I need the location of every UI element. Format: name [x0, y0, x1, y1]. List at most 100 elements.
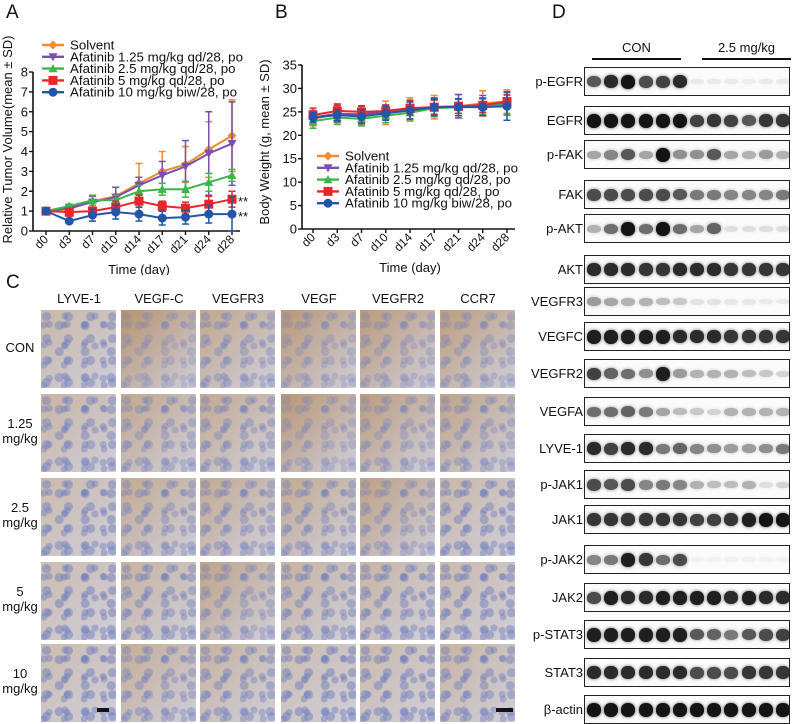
- blot-band: [775, 557, 789, 562]
- ihc-tile-vegf-c-3: [121, 562, 196, 640]
- blot-strip-fak: [584, 180, 790, 209]
- blot-row-label: p-FAK: [546, 147, 583, 162]
- blot-band: [672, 702, 687, 717]
- blot-band: [638, 263, 653, 276]
- ihc-tile-vegf-0: [281, 310, 356, 388]
- svg-text:Afatinib 10 mg/kg biw/28, po: Afatinib 10 mg/kg biw/28, po: [70, 85, 237, 100]
- blot-band: [690, 666, 705, 679]
- panel-label-a: A: [6, 2, 19, 23]
- ihc-column-label: VEGF-C: [134, 291, 184, 306]
- blot-band: [741, 407, 756, 416]
- blot-band: [604, 590, 619, 605]
- blot-band: [587, 150, 602, 159]
- blot-strip-lyve-1: [584, 434, 790, 463]
- blot-band: [638, 591, 653, 604]
- blot-band: [672, 223, 687, 234]
- blot-band: [587, 591, 602, 604]
- blot-band: [775, 150, 789, 159]
- svg-text:Time (day): Time (day): [108, 262, 170, 275]
- blot-group-line: [592, 58, 681, 60]
- blot-band: [741, 480, 756, 489]
- blot-band: [672, 298, 687, 305]
- blot-band: [724, 513, 739, 526]
- blot-band: [655, 443, 670, 454]
- blot-band: [707, 666, 722, 679]
- svg-text:Afatinib 5 mg/kg qd/28, po: Afatinib 5 mg/kg qd/28, po: [345, 184, 500, 199]
- ihc-tile-ccr7-3: [440, 562, 515, 640]
- ihc-tile-lyve-1-4: [41, 644, 116, 722]
- panel-label-b: B: [275, 2, 288, 23]
- blot-band: [724, 407, 739, 416]
- blot-band: [604, 666, 619, 679]
- blot-band: [672, 75, 687, 88]
- blot-band: [690, 298, 705, 305]
- blot-band: [621, 478, 636, 491]
- blot-band: [638, 442, 653, 455]
- svg-text:2: 2: [21, 184, 28, 199]
- blot-band: [741, 225, 756, 232]
- blot-band: [655, 75, 670, 88]
- blot-band: [741, 666, 756, 679]
- blot-band: [621, 591, 636, 604]
- blot-band: [724, 702, 739, 717]
- blot-band: [690, 702, 705, 717]
- blot-band: [638, 553, 653, 566]
- blot-band: [672, 330, 687, 343]
- blot-band: [724, 369, 739, 378]
- blot-band: [724, 330, 739, 343]
- blot-row-label: VEGFA: [539, 404, 583, 419]
- ihc-tile-vegfr3-0: [200, 310, 275, 388]
- svg-text:6: 6: [21, 104, 28, 119]
- blot-band: [707, 298, 722, 305]
- blot-band: [758, 702, 773, 717]
- blot-band: [775, 114, 789, 127]
- blot-band: [690, 408, 705, 415]
- ihc-column-label: VEGFR2: [371, 291, 424, 306]
- blot-row-label: FAK: [558, 187, 583, 202]
- svg-text:**: **: [238, 194, 248, 209]
- blot-strip-p-stat3: [584, 620, 790, 649]
- blot-band: [758, 263, 773, 276]
- blot-band: [758, 557, 773, 562]
- blot-row-label: VEGFC: [538, 329, 583, 344]
- blot-row-label: VEGFR3: [530, 294, 583, 309]
- panel-label-d: D: [552, 2, 566, 23]
- ihc-column-label: VEGF: [301, 291, 337, 306]
- blot-row-label: JAK1: [551, 512, 583, 527]
- blot-band: [587, 513, 602, 526]
- blot-row-label: LYVE-1: [539, 441, 583, 456]
- blot-band: [690, 629, 705, 640]
- blot-band: [724, 557, 739, 562]
- blot-band: [707, 149, 722, 160]
- blot-band: [604, 406, 619, 417]
- ihc-tile-vegfr2-4: [360, 644, 435, 722]
- ihc-tile-vegfr2-3: [360, 562, 435, 640]
- ihc-tile-lyve-1-0: [41, 310, 116, 388]
- blot-band: [655, 188, 670, 201]
- blot-strip-akt: [584, 255, 790, 284]
- blot-band: [604, 513, 619, 526]
- svg-text:Time (day): Time (day): [379, 260, 441, 275]
- scale-bar: [97, 708, 109, 712]
- blot-band: [604, 297, 619, 306]
- blot-band: [775, 189, 789, 200]
- ihc-tile-vegf-c-1: [121, 394, 196, 472]
- blot-band: [655, 479, 670, 490]
- blot-band: [758, 114, 773, 127]
- blot-strip-p-akt: [584, 214, 790, 243]
- blot-band: [621, 74, 636, 89]
- svg-text:10: 10: [283, 175, 297, 190]
- blot-band: [741, 557, 756, 562]
- blot-band: [587, 76, 602, 87]
- ihc-row-label: 10 mg/kg: [2, 666, 38, 696]
- svg-text:Afatinib 5 mg/kg qd/28, po: Afatinib 5 mg/kg qd/28, po: [70, 73, 225, 88]
- blot-band: [724, 666, 739, 679]
- blot-band: [621, 149, 636, 160]
- blot-band: [655, 513, 670, 526]
- blot-band: [604, 479, 619, 490]
- ihc-tile-vegfr3-4: [200, 644, 275, 722]
- svg-text:Solvent: Solvent: [70, 38, 115, 53]
- svg-text:Afatinib 10 mg/kg biw/28, po: Afatinib 10 mg/kg biw/28, po: [345, 196, 512, 211]
- blot-band: [587, 367, 602, 380]
